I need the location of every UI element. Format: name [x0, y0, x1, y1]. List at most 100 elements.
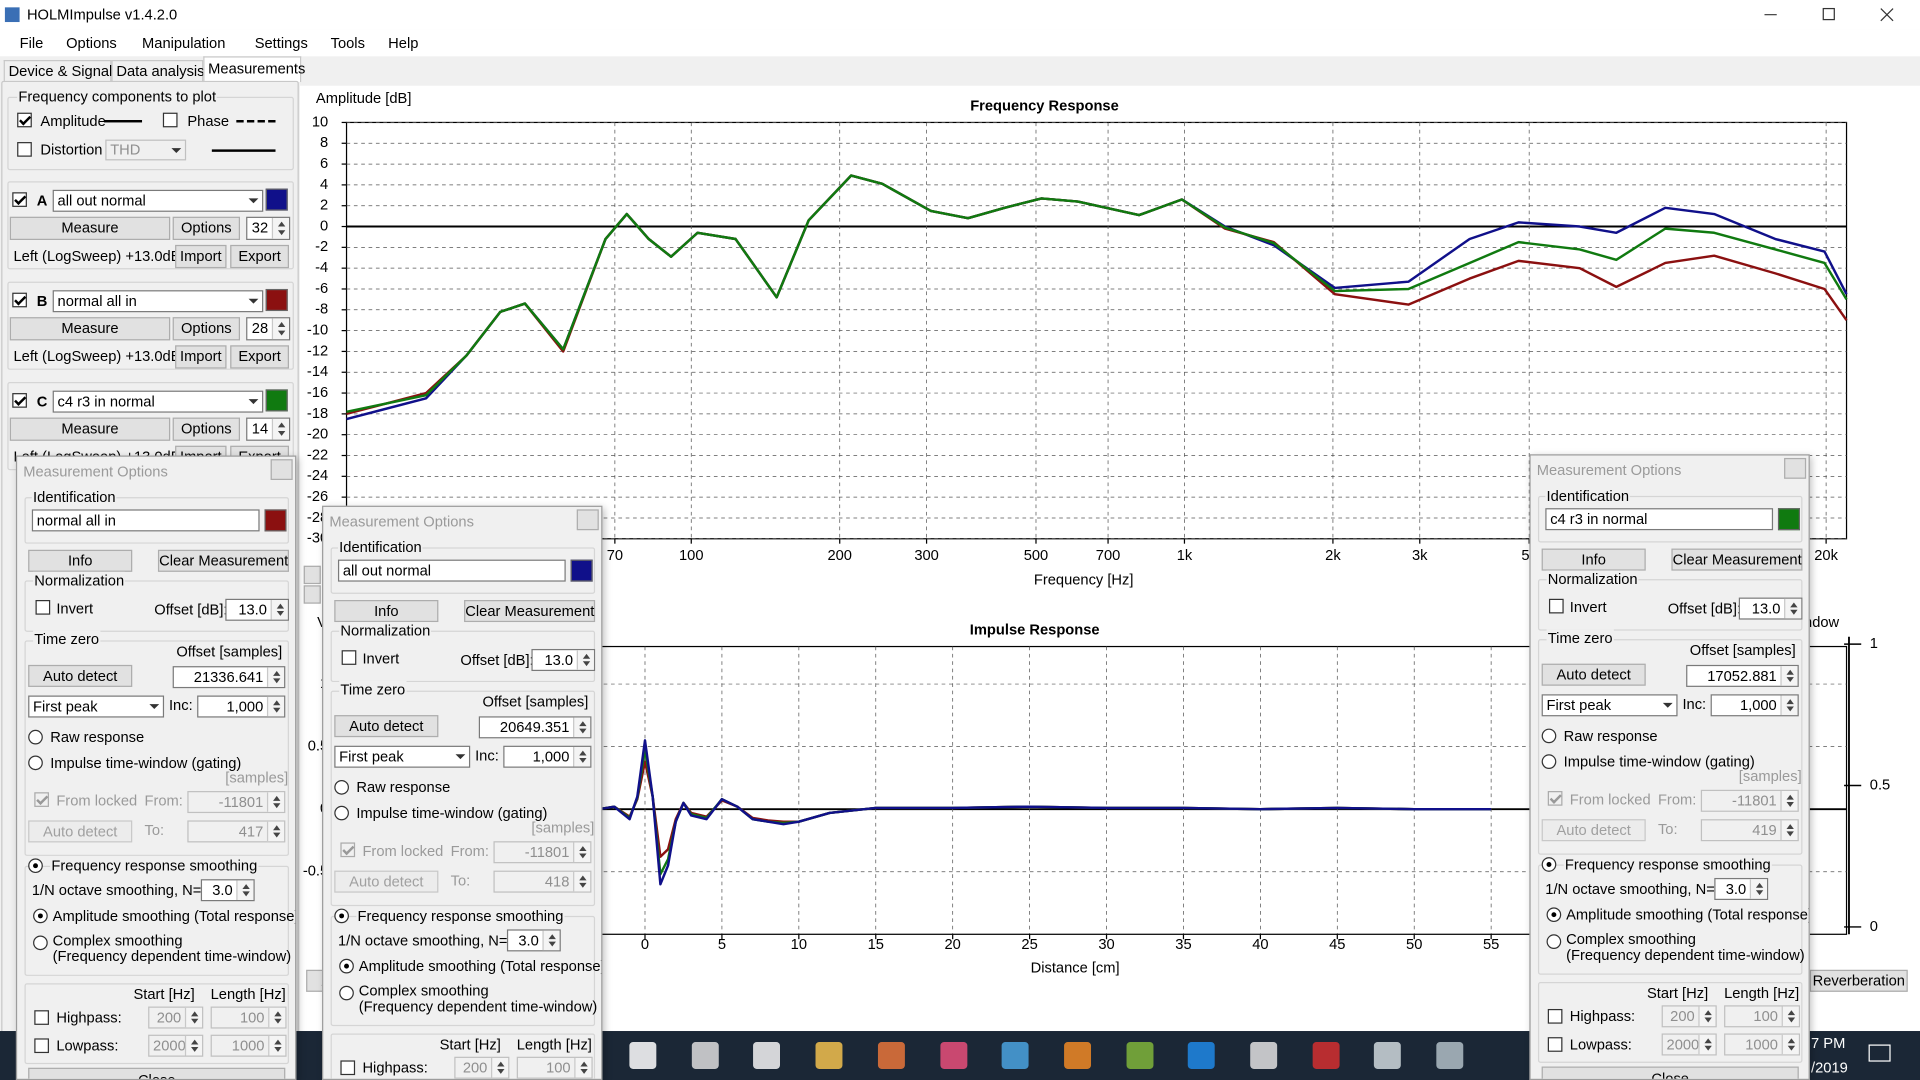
taskbar-icon[interactable] [691, 1042, 719, 1069]
window-controls[interactable] [1739, 0, 1920, 29]
select[interactable]: First peak [28, 695, 165, 718]
menu-item[interactable]: Help [388, 34, 419, 52]
button[interactable]: Auto detect [1541, 663, 1646, 686]
dialog-close[interactable] [270, 459, 293, 480]
button[interactable]: Options [172, 216, 240, 240]
radio-button[interactable] [334, 780, 349, 795]
radio-button[interactable] [339, 985, 354, 1001]
dropdown-arrow[interactable] [1659, 696, 1676, 716]
close[interactable] [1880, 8, 1894, 22]
spinbox[interactable]: 21336.641 [172, 666, 286, 689]
dropdown-arrow[interactable] [245, 291, 262, 311]
spinner[interactable] [271, 217, 289, 239]
button[interactable]: Info [334, 600, 439, 623]
taskbar-icon[interactable] [939, 1042, 967, 1069]
button[interactable]: Reverberation [1809, 969, 1908, 992]
spinner[interactable] [573, 717, 591, 738]
radio-button[interactable] [1541, 728, 1557, 744]
radio-button[interactable] [28, 755, 43, 771]
radio-button[interactable] [33, 908, 48, 924]
menu-item[interactable]: Settings [254, 34, 308, 52]
button[interactable]: Close [1541, 1066, 1799, 1079]
color-swatch[interactable] [265, 389, 288, 412]
button[interactable]: Export [230, 345, 289, 369]
button[interactable]: Import [175, 244, 227, 269]
spinbox[interactable]: 3.0 [1714, 877, 1769, 900]
button[interactable]: Info [1541, 548, 1646, 571]
dropdown-arrow[interactable] [245, 392, 262, 412]
scroll-down[interactable] [303, 585, 321, 604]
checkbox[interactable] [1547, 1037, 1563, 1052]
button[interactable]: Clear Measurement [464, 600, 596, 623]
select[interactable]: First peak [334, 745, 471, 768]
checkbox[interactable] [12, 292, 27, 308]
scroll-up[interactable] [303, 565, 321, 585]
button[interactable]: Measure [9, 317, 171, 341]
checkbox[interactable] [17, 112, 32, 128]
button[interactable]: Clear Measurement [157, 549, 289, 572]
radio-button[interactable] [339, 958, 354, 974]
spinbox[interactable]: 13.0 [225, 598, 289, 621]
tab[interactable]: Data analysis [111, 60, 205, 83]
taskbar-icon[interactable] [1188, 1042, 1216, 1069]
menu-item[interactable]: Manipulation [142, 34, 226, 52]
color-swatch[interactable] [264, 509, 287, 532]
checkbox[interactable] [340, 1060, 356, 1076]
spinner[interactable] [266, 667, 285, 687]
color-swatch[interactable] [570, 559, 593, 582]
radio-button[interactable] [28, 729, 43, 745]
spinbox[interactable]: 28 [246, 317, 291, 341]
spinbox[interactable]: 3.0 [200, 879, 255, 902]
button[interactable]: Measure [9, 417, 171, 441]
dialog-close[interactable] [576, 509, 599, 531]
tab[interactable]: Device & Signal [3, 60, 112, 83]
radio-button[interactable] [28, 858, 43, 874]
notification-icon[interactable] [1868, 1044, 1891, 1062]
taskbar-icon[interactable] [1312, 1042, 1340, 1069]
spinbox[interactable]: 1,000 [503, 745, 592, 768]
spinner[interactable] [270, 600, 288, 620]
spinbox[interactable]: 32 [246, 216, 291, 240]
taskbar-icon[interactable] [877, 1042, 905, 1069]
taskbar-icon[interactable] [1126, 1042, 1153, 1069]
checkbox[interactable] [1548, 598, 1564, 614]
radio-button[interactable] [1541, 857, 1557, 872]
checkbox[interactable] [35, 600, 51, 615]
taskbar-icon[interactable] [1250, 1042, 1278, 1069]
taskbar-icon[interactable] [1436, 1042, 1464, 1069]
tab[interactable]: Measurements [203, 56, 305, 83]
taskbar-icon[interactable] [1374, 1042, 1402, 1069]
button[interactable]: Info [28, 549, 133, 572]
menu-item[interactable]: File [19, 34, 44, 52]
spinbox[interactable]: 3.0 [506, 929, 561, 952]
checkbox[interactable] [34, 1010, 49, 1025]
color-swatch[interactable] [265, 288, 288, 312]
checkbox[interactable] [17, 142, 32, 157]
dropdown-arrow[interactable] [146, 697, 163, 717]
spinbox[interactable]: 1,000 [197, 695, 286, 718]
button[interactable]: Import [175, 345, 227, 369]
radio-button[interactable] [33, 935, 48, 951]
button[interactable]: Export [230, 244, 289, 269]
dropdown-arrow[interactable] [245, 191, 262, 211]
taskbar-icon[interactable] [1001, 1042, 1029, 1069]
dropdown-arrow[interactable] [168, 141, 185, 159]
spinner[interactable] [236, 880, 254, 900]
radio-button[interactable] [1546, 907, 1562, 923]
checkbox[interactable] [341, 650, 357, 665]
radio-button[interactable] [334, 805, 349, 821]
spinner[interactable] [1780, 666, 1798, 686]
spinbox[interactable]: 14 [246, 417, 291, 441]
button[interactable]: Options [172, 317, 240, 341]
spinbox[interactable]: 17052.881 [1686, 664, 1799, 687]
select[interactable]: normal all in [52, 290, 264, 313]
color-swatch[interactable] [1777, 508, 1800, 531]
identification-field[interactable]: all out normal [337, 559, 566, 582]
button[interactable]: Close [28, 1067, 286, 1079]
checkbox[interactable] [34, 1038, 49, 1054]
taskbar-icon[interactable] [1063, 1042, 1091, 1069]
select[interactable]: c4 r3 in normal [52, 390, 264, 413]
spinner[interactable] [576, 650, 594, 670]
taskbar-icon[interactable] [753, 1042, 781, 1069]
dropdown-arrow[interactable] [452, 747, 469, 767]
